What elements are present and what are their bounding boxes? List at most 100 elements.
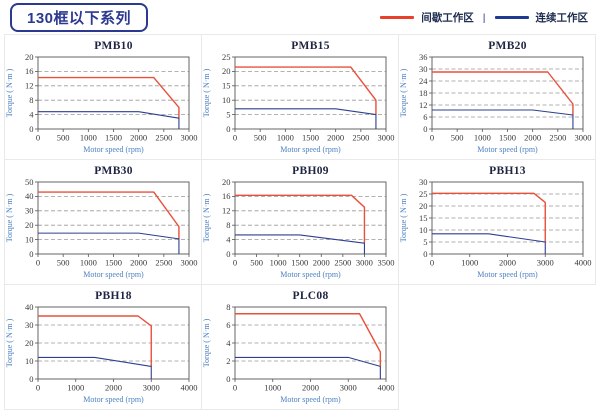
legend: 间歇工作区 | 连续工作区 <box>380 10 588 25</box>
series-title-box: 130框以下系列 <box>10 3 149 32</box>
svg-text:0: 0 <box>423 124 427 134</box>
svg-text:4000: 4000 <box>378 383 395 393</box>
svg-text:PMB15: PMB15 <box>291 40 330 52</box>
svg-text:3000: 3000 <box>356 258 373 268</box>
chart-cell-pmb15: 0 500 1000 1500 2000 2500 3000 0 5 10 15 20 25 PMB15 M… <box>202 35 399 160</box>
svg-text:20: 20 <box>25 338 34 348</box>
svg-text:Motor speed (rpm): Motor speed (rpm) <box>280 395 341 404</box>
svg-text:1500: 1500 <box>499 133 516 143</box>
svg-text:2000: 2000 <box>302 383 319 393</box>
svg-text:1000: 1000 <box>80 258 97 268</box>
svg-text:10: 10 <box>222 95 231 105</box>
svg-text:500: 500 <box>254 133 267 143</box>
empty-cell <box>399 285 596 410</box>
svg-text:40: 40 <box>25 302 34 312</box>
svg-text:2000: 2000 <box>499 258 516 268</box>
continuous-line-swatch <box>494 16 529 19</box>
svg-text:0: 0 <box>29 249 33 259</box>
series-title: 130框以下系列 <box>27 10 132 27</box>
svg-text:0: 0 <box>430 133 434 143</box>
svg-text:1000: 1000 <box>80 133 97 143</box>
pmb15-chart: 0 500 1000 1500 2000 2500 3000 0 5 10 15 20 25 PMB15 M… <box>202 40 395 154</box>
svg-text:0: 0 <box>233 258 237 268</box>
svg-text:PMB30: PMB30 <box>94 165 133 177</box>
intermittent-line-swatch <box>380 16 415 19</box>
svg-text:15: 15 <box>222 81 231 91</box>
svg-text:2000: 2000 <box>327 133 344 143</box>
svg-text:Motor speed (rpm): Motor speed (rpm) <box>280 270 341 279</box>
chart-cell-pmb10: 0 500 1000 1500 2000 2500 3000 0 4 8 12 16 20 PMB10 Mo… <box>5 35 202 160</box>
svg-text:10: 10 <box>419 225 428 235</box>
svg-text:500: 500 <box>250 258 263 268</box>
svg-text:25: 25 <box>222 52 231 62</box>
svg-text:3000: 3000 <box>181 133 198 143</box>
svg-text:30: 30 <box>419 64 428 74</box>
svg-text:1500: 1500 <box>302 133 319 143</box>
svg-text:Torque ( N·m ): Torque ( N·m ) <box>202 193 211 242</box>
svg-text:1500: 1500 <box>105 258 122 268</box>
svg-text:0: 0 <box>29 374 33 384</box>
svg-text:12: 12 <box>25 81 34 91</box>
svg-text:500: 500 <box>451 133 464 143</box>
svg-text:4: 4 <box>226 338 231 348</box>
svg-text:Torque ( N·m ): Torque ( N·m ) <box>399 68 408 117</box>
svg-text:10: 10 <box>25 234 34 244</box>
svg-text:PBH13: PBH13 <box>489 165 526 177</box>
plc08-chart: 0 1000 2000 3000 4000 0 2 4 6 8 PLC08 Motor speed (… <box>202 290 395 404</box>
chart-cell-pmb20: 0 500 1000 1500 2000 2500 3000 0 6 12 18 24 30 36 PMB2… <box>399 35 596 160</box>
svg-text:24: 24 <box>419 76 428 86</box>
svg-text:36: 36 <box>419 52 428 62</box>
svg-text:PMB20: PMB20 <box>488 40 527 52</box>
pbh09-chart: 0 500 1000 1500 2000 2500 3000 3500 0 4 8 12 16 20 PBH… <box>202 165 395 279</box>
svg-text:2000: 2000 <box>105 383 122 393</box>
svg-text:2000: 2000 <box>130 258 147 268</box>
pbh18-chart: 0 1000 2000 3000 4000 0 10 20 30 40 PBH18 Motor spe… <box>5 290 198 404</box>
svg-text:20: 20 <box>25 220 34 230</box>
svg-text:0: 0 <box>36 383 40 393</box>
pmb20-chart: 0 500 1000 1500 2000 2500 3000 0 6 12 18 24 30 36 PMB2… <box>399 40 592 154</box>
svg-text:Torque ( N·m ): Torque ( N·m ) <box>202 68 211 117</box>
svg-text:0: 0 <box>36 133 40 143</box>
svg-text:Motor speed (rpm): Motor speed (rpm) <box>477 270 538 279</box>
svg-text:40: 40 <box>25 191 34 201</box>
svg-text:1000: 1000 <box>277 133 294 143</box>
legend-separator: | <box>482 11 486 24</box>
svg-text:1000: 1000 <box>67 383 84 393</box>
svg-text:PLC08: PLC08 <box>293 290 329 302</box>
svg-text:1500: 1500 <box>105 133 122 143</box>
svg-text:50: 50 <box>25 177 34 187</box>
svg-text:Torque ( N·m ): Torque ( N·m ) <box>202 318 211 367</box>
svg-text:12: 12 <box>222 206 231 216</box>
header: 130框以下系列 间歇工作区 | 连续工作区 <box>0 0 600 32</box>
svg-text:8: 8 <box>226 302 230 312</box>
svg-text:2500: 2500 <box>334 258 351 268</box>
svg-text:30: 30 <box>25 320 34 330</box>
svg-text:0: 0 <box>226 249 230 259</box>
svg-text:16: 16 <box>25 66 34 76</box>
svg-text:3000: 3000 <box>340 383 357 393</box>
svg-text:0: 0 <box>233 383 237 393</box>
svg-text:Motor speed (rpm): Motor speed (rpm) <box>280 145 341 154</box>
svg-text:25: 25 <box>419 189 428 199</box>
svg-text:0: 0 <box>233 133 237 143</box>
chart-cell-pmb30: 0 500 1000 1500 2000 2500 3000 0 10 20 30 40 50 PMB30… <box>5 160 202 285</box>
svg-text:3000: 3000 <box>181 258 198 268</box>
chart-cell-pbh09: 0 500 1000 1500 2000 2500 3000 3500 0 4 8 12 16 20 PBH… <box>202 160 399 285</box>
svg-text:1000: 1000 <box>474 133 491 143</box>
svg-text:1500: 1500 <box>291 258 308 268</box>
svg-text:2000: 2000 <box>130 133 147 143</box>
svg-text:3000: 3000 <box>378 133 395 143</box>
svg-text:500: 500 <box>57 258 70 268</box>
svg-text:2500: 2500 <box>549 133 566 143</box>
pmb30-chart: 0 500 1000 1500 2000 2500 3000 0 10 20 30 40 50 PMB30… <box>5 165 198 279</box>
svg-text:2500: 2500 <box>352 133 369 143</box>
svg-text:3000: 3000 <box>143 383 160 393</box>
svg-text:5: 5 <box>423 237 427 247</box>
svg-text:30: 30 <box>25 206 34 216</box>
svg-text:20: 20 <box>25 52 34 62</box>
svg-text:PBH18: PBH18 <box>95 290 132 302</box>
svg-text:3000: 3000 <box>575 133 592 143</box>
svg-text:1000: 1000 <box>461 258 478 268</box>
svg-text:3500: 3500 <box>378 258 395 268</box>
